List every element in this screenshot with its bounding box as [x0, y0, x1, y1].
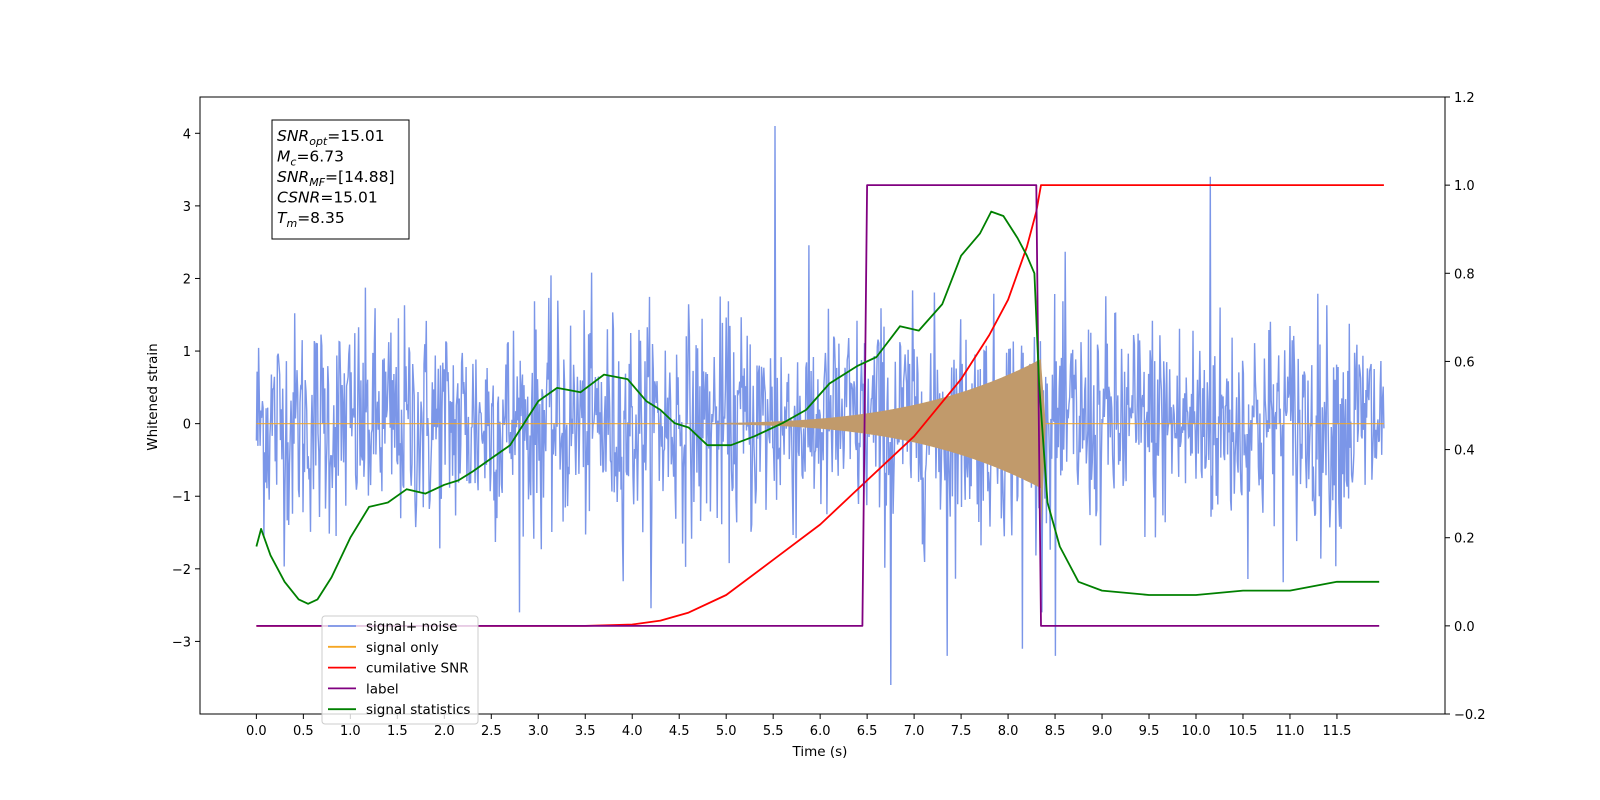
x-tick-label: 4.0 [622, 724, 643, 739]
y-axis-left: −3 −2 −1 0 1 2 3 4 [172, 127, 200, 650]
y-right-tick-label: 0.4 [1454, 444, 1475, 459]
legend-label: cumilative SNR [366, 661, 469, 677]
series-signal-noise [255, 125, 1385, 686]
x-tick-label: 3.5 [575, 724, 596, 739]
x-tick-label: 1.5 [387, 724, 408, 739]
x-tick-label: 9.0 [1092, 724, 1113, 739]
info-box-line: SNRMF=[14.88] [277, 168, 395, 189]
x-tick-label: 2.5 [481, 724, 502, 739]
x-tick-label: 2.0 [434, 724, 455, 739]
plot-area [199, 96, 1446, 715]
y-axis-label: Whitened strain [145, 343, 161, 450]
x-tick-label: 9.5 [1139, 724, 1160, 739]
x-tick-label: 8.0 [998, 724, 1019, 739]
x-tick-label: 11.0 [1275, 724, 1304, 739]
x-tick-label: 10.5 [1229, 724, 1258, 739]
x-tick-label: 10.0 [1182, 724, 1211, 739]
x-tick-label: 4.5 [669, 724, 690, 739]
info-box-line: CSNR=15.01 [277, 189, 378, 207]
y-right-tick-label: 0.2 [1454, 532, 1475, 547]
info-box-line: SNRopt=15.01 [277, 127, 385, 148]
y-right-tick-label: 0.8 [1454, 267, 1475, 282]
x-tick-label: 11.5 [1322, 724, 1351, 739]
legend: signal+ noise signal only cumilative SNR la… [321, 615, 479, 725]
y-left-tick-label: 4 [183, 127, 191, 142]
legend-label: signal statistics [366, 702, 470, 718]
y-left-tick-label: 2 [183, 272, 191, 287]
info-box: SNRopt=15.01Mc=6.73SNRMF=[14.88]CSNR=15.… [271, 119, 410, 240]
x-axis-label: Time (s) [792, 744, 848, 760]
y-right-tick-label: 1.2 [1454, 91, 1475, 106]
y-right-tick-label: −0.2 [1454, 708, 1486, 723]
x-tick-label: 7.5 [951, 724, 972, 739]
x-tick-label: 6.5 [857, 724, 878, 739]
y-left-tick-label: −3 [172, 635, 191, 650]
y-right-tick-label: 0.6 [1454, 355, 1475, 370]
legend-frame [321, 615, 479, 725]
series-signal-statistics [255, 210, 1380, 605]
x-tick-label: 6.0 [810, 724, 831, 739]
plot-series-group [255, 125, 1385, 686]
x-tick-label: 5.5 [763, 724, 784, 739]
x-tick-label: 8.5 [1045, 724, 1066, 739]
info-box-line: Mc=6.73 [277, 148, 344, 169]
plot-frame [199, 96, 1446, 715]
y-right-tick-label: 0.0 [1454, 620, 1475, 635]
info-box-frame [271, 119, 410, 240]
y-axis-right: −0.2 0.0 0.2 0.4 0.6 0.8 1.0 1.2 [1445, 91, 1486, 723]
x-axis: 0.0 0.5 1.0 1.5 2.0 2.5 3.0 3.5 4.0 4.5 5.0 5.5 6.0 6… [246, 714, 1351, 739]
y-left-tick-label: −1 [172, 490, 191, 505]
legend-label: signal only [366, 640, 439, 656]
y-right-tick-label: 1.0 [1454, 179, 1475, 194]
series-cumulative-snr [256, 184, 1384, 627]
series-signal-only-envelope [660, 359, 1046, 529]
y-left-tick-label: −2 [172, 563, 191, 578]
x-tick-label: 7.0 [904, 724, 925, 739]
x-tick-label: 3.0 [528, 724, 549, 739]
legend-label: signal+ noise [366, 619, 457, 635]
legend-label: label [366, 681, 399, 697]
y-left-tick-label: 1 [183, 345, 191, 360]
series-label [256, 184, 1380, 627]
y-left-tick-label: 0 [183, 418, 191, 433]
info-box-line: Tm=8.35 [277, 209, 345, 230]
y-left-tick-label: 3 [183, 200, 191, 215]
x-tick-label: 0.5 [293, 724, 314, 739]
x-tick-label: 5.0 [716, 724, 737, 739]
x-tick-label: 0.0 [246, 724, 267, 739]
x-tick-label: 1.0 [340, 724, 361, 739]
